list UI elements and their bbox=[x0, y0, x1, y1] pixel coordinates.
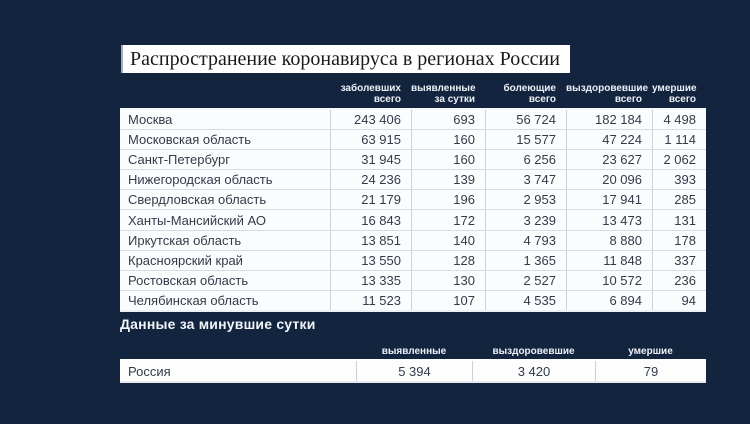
value-cell: 285 bbox=[652, 190, 706, 210]
value-cell: 140 bbox=[411, 230, 485, 250]
value-cell: 1 114 bbox=[652, 130, 706, 150]
value-cell: 236 bbox=[652, 270, 706, 290]
table-row: Москва 243 406 693 56 724 182 184 4 498 bbox=[120, 110, 706, 130]
value-cell: 337 bbox=[652, 250, 706, 270]
table-row: Челябинская область 11 523 107 4 535 6 8… bbox=[120, 289, 706, 310]
daily-table-row: Россия 5 394 3 420 79 bbox=[120, 359, 706, 383]
value-cell: 393 bbox=[652, 170, 706, 190]
value-cell: 182 184 bbox=[566, 110, 652, 130]
value-cell: 178 bbox=[652, 230, 706, 250]
table-row: Санкт-Петербург 31 945 160 6 256 23 627 … bbox=[120, 149, 706, 170]
table-row: Ханты-Мансийский АО 16 843 172 3 239 13 … bbox=[120, 209, 706, 230]
value-cell: 3 420 bbox=[472, 361, 595, 381]
region-cell: Ханты-Мансийский АО bbox=[128, 212, 266, 228]
value-cell: 1 365 bbox=[485, 250, 566, 270]
value-cell: 139 bbox=[411, 170, 485, 190]
value-cell: 243 406 bbox=[330, 110, 411, 130]
col-header-currently-sick: болеющие всего bbox=[503, 83, 556, 105]
table-row: Иркутская область 13 851 140 4 793 8 880… bbox=[120, 229, 706, 250]
value-cell: 196 bbox=[411, 190, 485, 210]
value-cell: 6 256 bbox=[485, 150, 566, 170]
value-cell: 2 953 bbox=[485, 190, 566, 210]
value-cell: 13 851 bbox=[330, 230, 411, 250]
value-cell: 130 bbox=[411, 270, 485, 290]
value-cell: 693 bbox=[411, 110, 485, 130]
region-cell: Свердловская область bbox=[128, 192, 267, 208]
region-cell: Нижегородская область bbox=[128, 172, 273, 188]
table-row: Московская область 63 915 160 15 577 47 … bbox=[120, 129, 706, 150]
value-cell: 20 096 bbox=[566, 170, 652, 190]
value-cell: 131 bbox=[652, 210, 706, 230]
col-header-died: умершие bbox=[628, 346, 673, 357]
value-cell: 23 627 bbox=[566, 150, 652, 170]
page-title: Распространение коронавируса в регионах … bbox=[121, 45, 570, 73]
value-cell: 94 bbox=[652, 290, 706, 310]
value-cell: 24 236 bbox=[330, 170, 411, 190]
col-header-detected: выявленные bbox=[381, 346, 447, 357]
value-cell: 13 335 bbox=[330, 270, 411, 290]
daily-table-header: выявленные выздоровевшие умершие bbox=[120, 346, 706, 357]
daily-section-title: Данные за минувшие сутки bbox=[120, 316, 316, 332]
col-header-recovered-total: выздоровевшие всего bbox=[566, 83, 649, 105]
value-cell: 5 394 bbox=[356, 361, 472, 381]
regions-table: Москва 243 406 693 56 724 182 184 4 498 … bbox=[120, 108, 706, 312]
region-cell: Московская область bbox=[128, 132, 252, 148]
value-cell: 2 527 bbox=[485, 270, 566, 290]
value-cell: 15 577 bbox=[485, 130, 566, 150]
value-cell: 11 848 bbox=[566, 250, 652, 270]
value-cell: 2 062 bbox=[652, 150, 706, 170]
country-cell: Россия bbox=[128, 363, 171, 379]
region-cell: Иркутская область bbox=[128, 232, 242, 248]
value-cell: 4 498 bbox=[652, 110, 706, 130]
col-header-infected-total: заболевших всего bbox=[340, 83, 401, 105]
value-cell: 13 473 bbox=[566, 210, 652, 230]
value-cell: 11 523 bbox=[330, 290, 411, 310]
table-row: Свердловская область 21 179 196 2 953 17… bbox=[120, 189, 706, 210]
value-cell: 13 550 bbox=[330, 250, 411, 270]
value-cell: 79 bbox=[595, 361, 706, 381]
header-spacer bbox=[120, 84, 330, 105]
value-cell: 63 915 bbox=[330, 130, 411, 150]
value-cell: 3 239 bbox=[485, 210, 566, 230]
value-cell: 160 bbox=[411, 130, 485, 150]
col-header-daily-new: выявленные за сутки bbox=[411, 83, 476, 105]
table-row: Ростовская область 13 335 130 2 527 10 5… bbox=[120, 269, 706, 290]
value-cell: 6 894 bbox=[566, 290, 652, 310]
value-cell: 128 bbox=[411, 250, 485, 270]
region-cell: Москва bbox=[128, 112, 173, 128]
value-cell: 21 179 bbox=[330, 190, 411, 210]
value-cell: 172 bbox=[411, 210, 485, 230]
value-cell: 31 945 bbox=[330, 150, 411, 170]
value-cell: 8 880 bbox=[566, 230, 652, 250]
value-cell: 4 535 bbox=[485, 290, 566, 310]
value-cell: 160 bbox=[411, 150, 485, 170]
value-cell: 56 724 bbox=[485, 110, 566, 130]
value-cell: 10 572 bbox=[566, 270, 652, 290]
value-cell: 107 bbox=[411, 290, 485, 310]
region-cell: Челябинская область bbox=[128, 292, 259, 308]
table-row: Нижегородская область 24 236 139 3 747 2… bbox=[120, 169, 706, 190]
col-header-deaths-total: умершие всего bbox=[652, 83, 697, 105]
value-cell: 16 843 bbox=[330, 210, 411, 230]
value-cell: 17 941 bbox=[566, 190, 652, 210]
value-cell: 3 747 bbox=[485, 170, 566, 190]
value-cell: 47 224 bbox=[566, 130, 652, 150]
header-spacer bbox=[120, 346, 356, 357]
col-header-recovered: выздоровевшие bbox=[492, 346, 575, 357]
region-cell: Санкт-Петербург bbox=[128, 152, 230, 168]
value-cell: 4 793 bbox=[485, 230, 566, 250]
table-row: Красноярский край 13 550 128 1 365 11 84… bbox=[120, 249, 706, 270]
region-cell: Красноярский край bbox=[128, 252, 243, 268]
region-cell: Ростовская область bbox=[128, 272, 249, 288]
regions-table-header: заболевших всего выявленные за сутки бол… bbox=[120, 83, 706, 105]
